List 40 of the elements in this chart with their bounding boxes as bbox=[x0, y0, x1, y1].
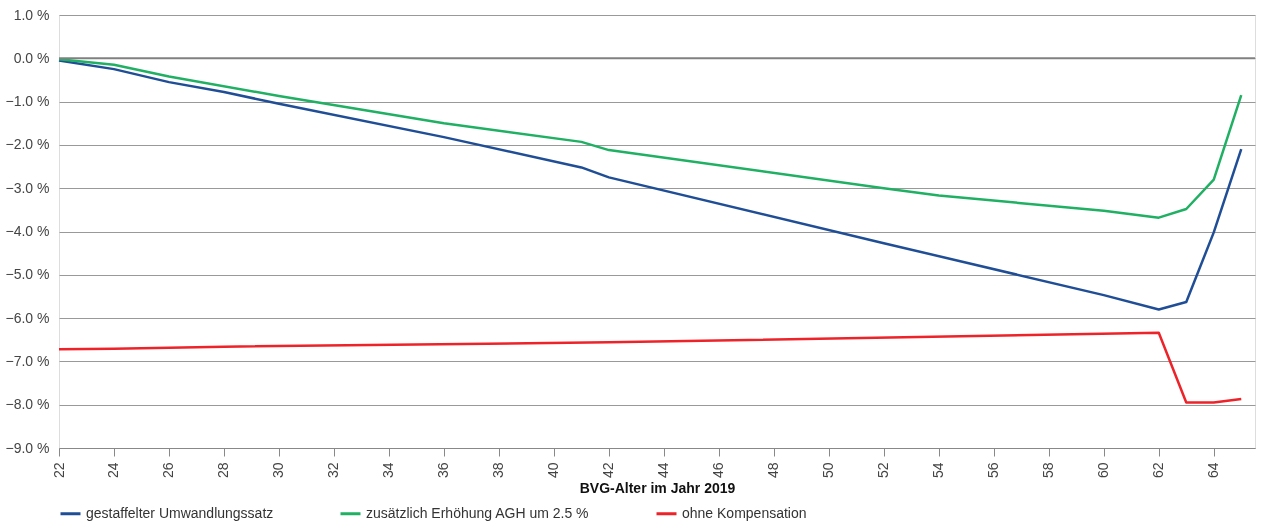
x-tick-label: 62 bbox=[1150, 462, 1167, 479]
x-tick-label: 60 bbox=[1095, 462, 1112, 479]
x-tick-label: 50 bbox=[820, 462, 837, 479]
x-tick-label: 34 bbox=[380, 462, 397, 479]
x-tick-label: 40 bbox=[545, 462, 562, 479]
x-axis-title: BVG-Alter im Jahr 2019 bbox=[579, 480, 736, 497]
legend-label: ohne Kompensation bbox=[682, 504, 807, 521]
x-tick-label: 44 bbox=[655, 462, 672, 479]
y-tick-label: −9.0 % bbox=[5, 439, 50, 456]
legend-label: zusätzlich Erhöhung AGH um 2.5 % bbox=[366, 504, 589, 521]
line-series bbox=[57, 59, 1243, 311]
x-tick-label: 64 bbox=[1205, 462, 1222, 479]
x-tick-label: 48 bbox=[765, 462, 782, 479]
x-tick-label: 32 bbox=[325, 462, 342, 479]
x-tick-label: 46 bbox=[710, 462, 727, 479]
x-tick-label: 52 bbox=[875, 462, 892, 479]
y-tick-label: −5.0 % bbox=[5, 266, 50, 283]
y-tick-label: 0.0 % bbox=[13, 49, 50, 66]
x-tick-label: 28 bbox=[215, 462, 232, 479]
y-tick-label: −6.0 % bbox=[5, 309, 50, 326]
line-series bbox=[57, 331, 1243, 404]
x-tick-label: 54 bbox=[930, 462, 947, 479]
x-tick-label: 22 bbox=[50, 462, 67, 479]
x-tick-label: 36 bbox=[435, 462, 452, 479]
x-tick-label: 30 bbox=[270, 462, 287, 479]
y-tick-label: −3.0 % bbox=[5, 179, 50, 196]
line-series bbox=[57, 57, 1243, 219]
x-tick-label: 38 bbox=[490, 462, 507, 479]
x-tick-label: 58 bbox=[1040, 462, 1057, 479]
legend-label: gestaffelter Umwandlungssatz bbox=[86, 504, 274, 521]
y-tick-label: 1.0 % bbox=[13, 6, 50, 23]
x-tick-label: 56 bbox=[985, 462, 1002, 479]
x-tick-label: 26 bbox=[160, 462, 177, 479]
x-tick-label: 24 bbox=[105, 462, 122, 479]
x-tick-label: 42 bbox=[600, 462, 617, 479]
y-tick-label: −4.0 % bbox=[5, 223, 50, 239]
y-tick-label: −8.0 % bbox=[5, 396, 50, 413]
y-tick-label: −1.0 % bbox=[5, 93, 50, 110]
y-tick-label: −2.0 % bbox=[5, 136, 50, 153]
y-tick-label: −7.0 % bbox=[5, 352, 50, 369]
